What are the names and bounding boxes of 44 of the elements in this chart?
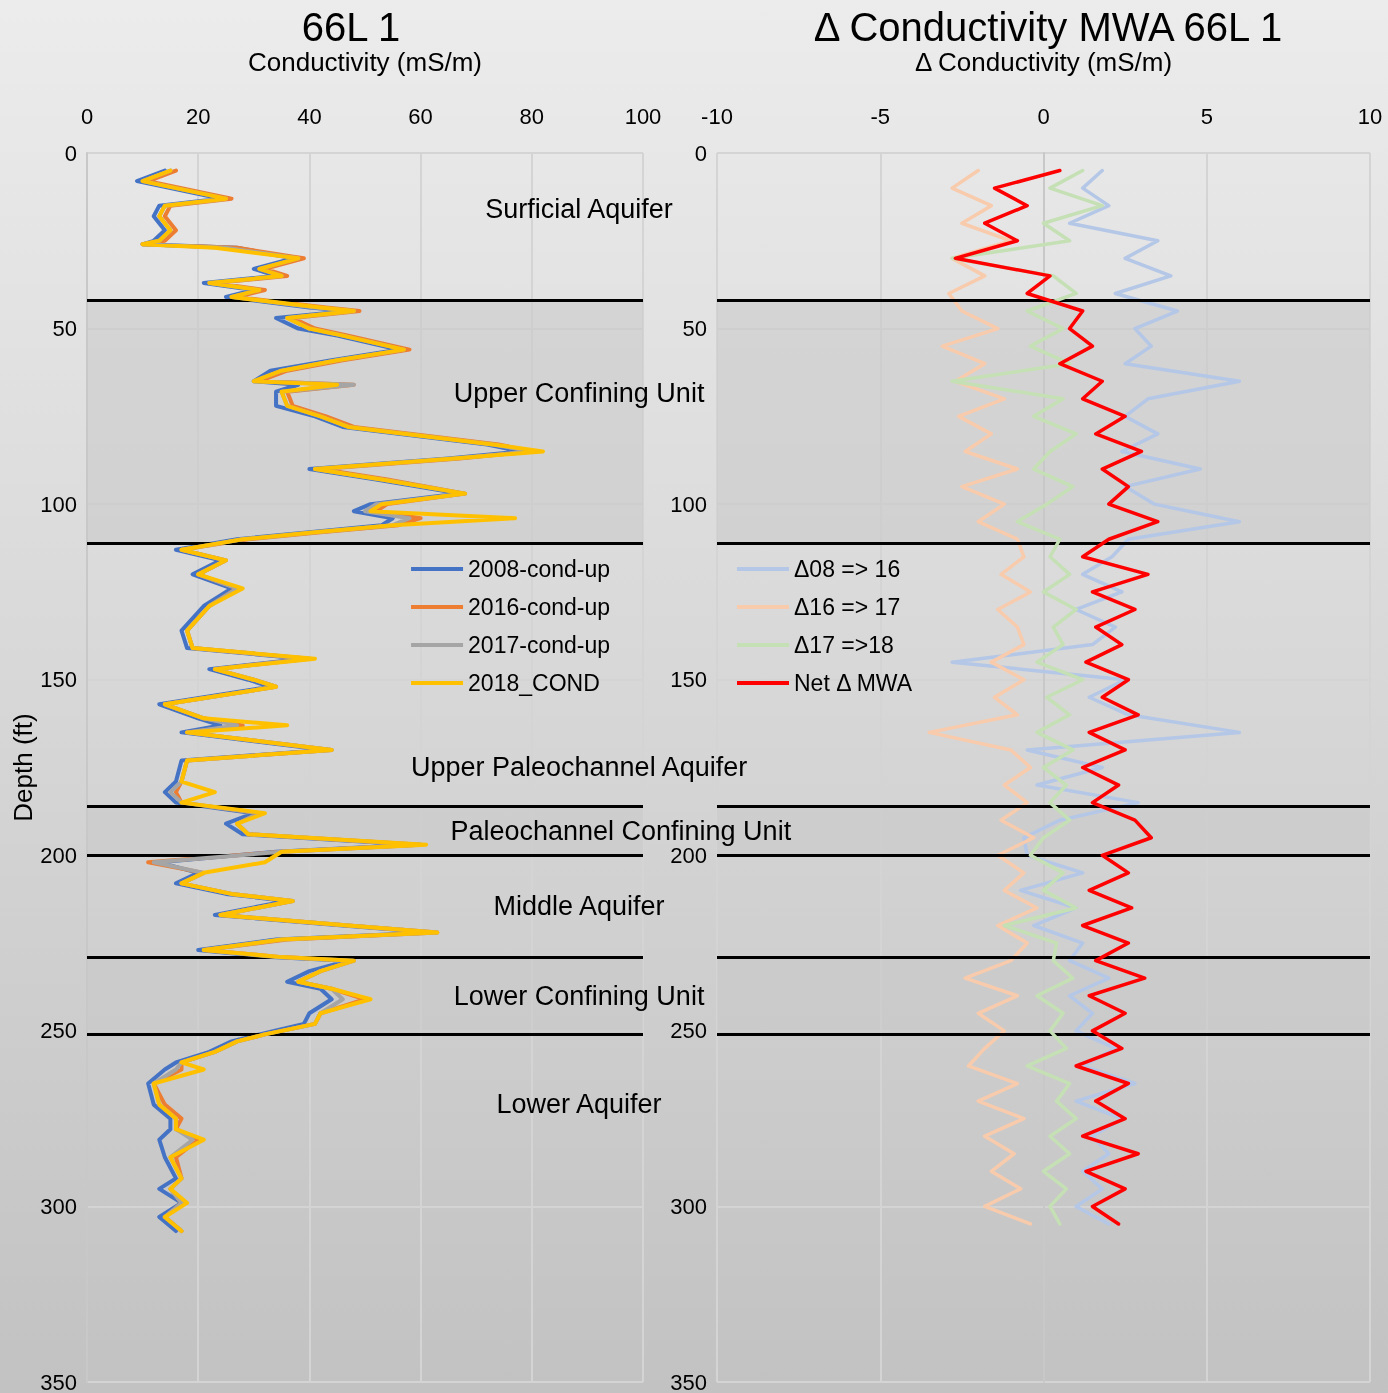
y-tick-label: 100 — [40, 491, 77, 517]
annotation: Lower Confining Unit — [453, 980, 705, 1011]
y-tick-label: 200 — [40, 842, 77, 868]
annotation: Lower Aquifer — [496, 1088, 662, 1119]
legend-label: 2016-cond-up — [468, 593, 611, 620]
y-tick-label: 0 — [64, 140, 77, 166]
x-tick-label: 40 — [297, 103, 322, 129]
annotation: Upper Paleochannel Aquifer — [410, 751, 748, 782]
y-tick-label: 50 — [682, 316, 707, 342]
chart-title: 66L 1 — [301, 5, 401, 49]
x-tick-label: -5 — [870, 103, 891, 129]
y-tick-label: 300 — [40, 1193, 77, 1219]
x-tick-label: 100 — [624, 103, 662, 129]
y-tick-label: 150 — [670, 667, 707, 693]
annotation: Upper Confining Unit — [453, 377, 705, 408]
legend-label: 2008-cond-up — [468, 555, 611, 582]
legend-label: Δ16 => 17 — [794, 593, 901, 620]
y-tick-label: 0 — [694, 140, 707, 166]
legend-label: Δ08 => 16 — [794, 555, 901, 582]
x-tick-label: 20 — [185, 103, 211, 129]
y-tick-label: 350 — [40, 1369, 77, 1393]
y-tick-label: 150 — [40, 667, 77, 693]
x-tick-label: 60 — [408, 103, 433, 129]
x-tick-label: 5 — [1200, 103, 1213, 129]
annotation: Surficial Aquifer — [485, 194, 673, 225]
legend-label: Net Δ MWA — [794, 669, 913, 696]
x-tick-label: -10 — [701, 103, 733, 129]
legend-label: 2018_COND — [468, 669, 600, 696]
y-tick-label: 350 — [670, 1369, 707, 1393]
y-tick-label: 50 — [52, 316, 77, 342]
chart-title: Δ Conductivity MWA 66L 1 — [813, 5, 1283, 49]
legend-label: 2017-cond-up — [468, 631, 611, 658]
annotation: Middle Aquifer — [493, 891, 665, 922]
x-tick-label: 80 — [519, 103, 545, 129]
y-tick-label: 100 — [670, 491, 707, 517]
y-tick-label: 250 — [670, 1018, 707, 1044]
x-axis-title: Conductivity (mS/m) — [247, 47, 483, 77]
legend-label: Δ17 =>18 — [794, 631, 894, 658]
x-tick-label: 10 — [1357, 103, 1383, 129]
y-axis-title: Depth (ft) — [8, 713, 39, 822]
y-tick-label: 250 — [40, 1018, 77, 1044]
y-tick-label: 300 — [670, 1193, 707, 1219]
x-tick-label: 0 — [1037, 103, 1050, 129]
x-tick-label: 0 — [80, 103, 94, 129]
